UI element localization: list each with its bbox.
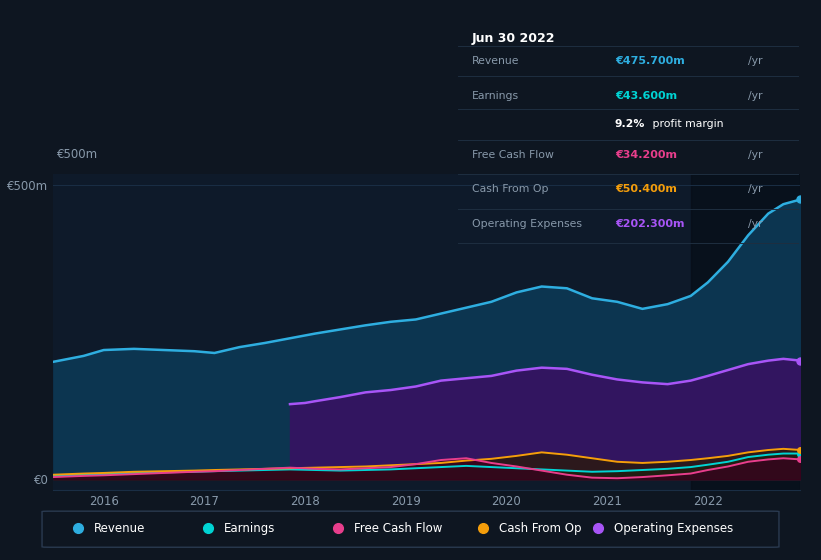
Text: Earnings: Earnings — [472, 91, 519, 101]
Text: €475.700m: €475.700m — [615, 56, 685, 66]
Text: Free Cash Flow: Free Cash Flow — [472, 150, 553, 160]
Text: /yr: /yr — [748, 91, 762, 101]
Text: €50.400m: €50.400m — [615, 184, 677, 194]
Text: Revenue: Revenue — [94, 522, 145, 535]
Text: Free Cash Flow: Free Cash Flow — [354, 522, 443, 535]
Bar — [690, 174, 800, 490]
Text: €34.200m: €34.200m — [615, 150, 677, 160]
Text: Cash From Op: Cash From Op — [498, 522, 581, 535]
Text: /yr: /yr — [748, 219, 762, 229]
Text: /yr: /yr — [748, 184, 762, 194]
Text: Operating Expenses: Operating Expenses — [472, 219, 582, 229]
Text: €202.300m: €202.300m — [615, 219, 685, 229]
Text: /yr: /yr — [748, 150, 762, 160]
Text: Revenue: Revenue — [472, 56, 519, 66]
Text: €500m: €500m — [57, 148, 99, 161]
Text: 9.2%: 9.2% — [615, 119, 645, 129]
Text: Cash From Op: Cash From Op — [472, 184, 548, 194]
Text: /yr: /yr — [748, 56, 762, 66]
Text: Jun 30 2022: Jun 30 2022 — [472, 31, 555, 45]
Text: €43.600m: €43.600m — [615, 91, 677, 101]
Text: profit margin: profit margin — [649, 119, 723, 129]
Text: Operating Expenses: Operating Expenses — [614, 522, 733, 535]
Text: Earnings: Earnings — [224, 522, 276, 535]
